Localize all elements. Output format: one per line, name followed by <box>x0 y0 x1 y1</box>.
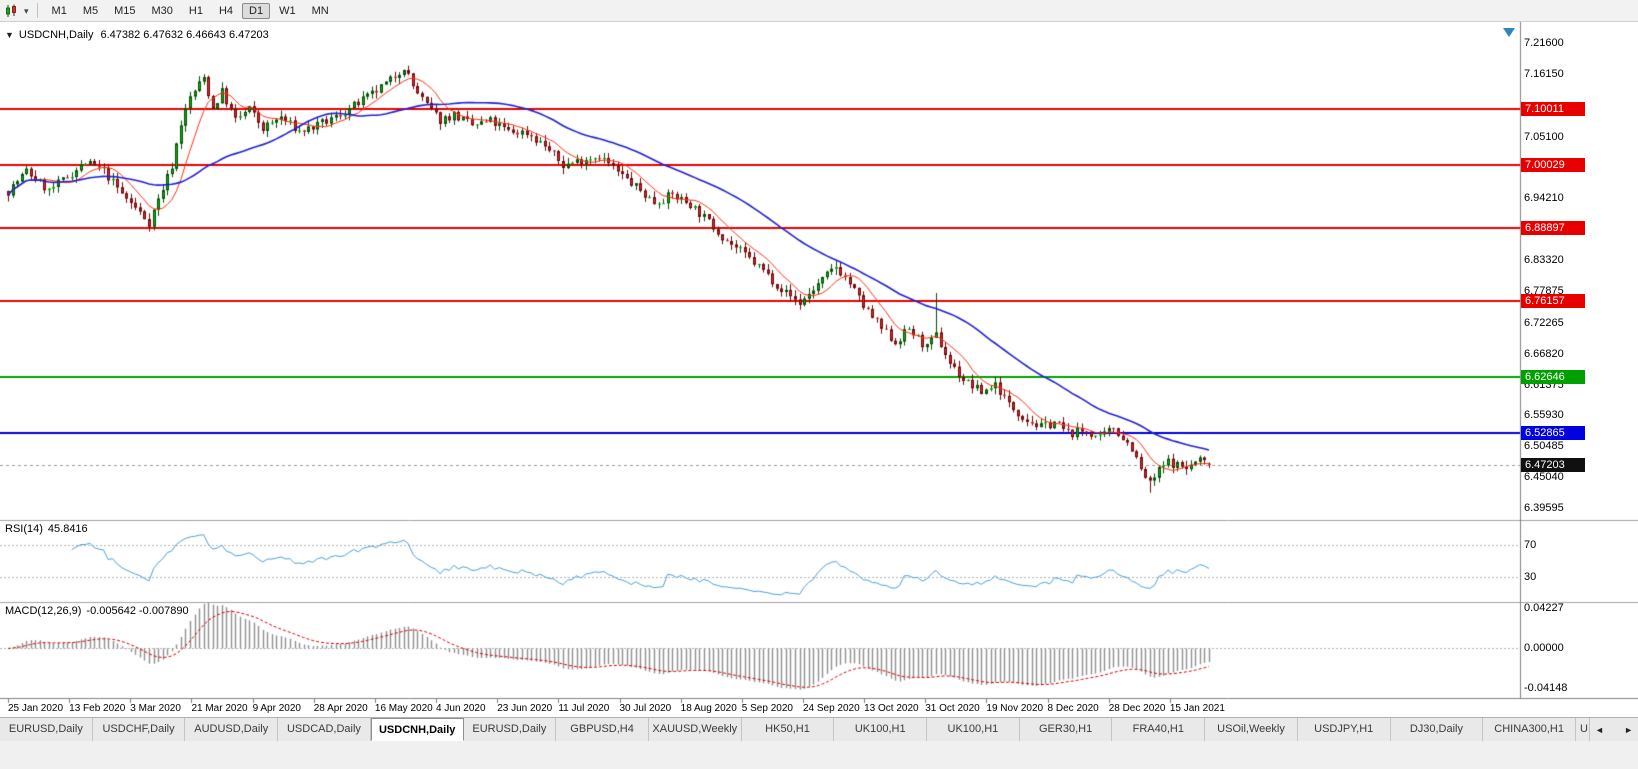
chart-tabs: EURUSD,Daily USDCHF,Daily AUDUSD,Daily USDC… <box>0 718 1590 741</box>
chart-tab-usdcad-daily[interactable]: USDCAD,Daily <box>278 718 371 741</box>
date-axis-label: 28 Dec 2020 <box>1108 703 1166 714</box>
rsi-name: RSI(14) <box>5 523 43 535</box>
date-axis-label: 5 Sep 2020 <box>741 703 793 714</box>
timeframe-bar: M1 M5 M15 M30 H1 H4 D1 W1 MN <box>44 2 337 19</box>
date-axis-label: 21 Mar 2020 <box>191 703 248 714</box>
date-axis-label: 11 Jul 2020 <box>558 703 610 714</box>
date-axis-label: 18 Aug 2020 <box>680 703 737 714</box>
price-axis-tick: 6.66820 <box>1524 347 1564 360</box>
chart-tab-hk50-h1[interactable]: HK50,H1 <box>742 718 835 741</box>
chart-tab-usdchf-daily[interactable]: USDCHF,Daily <box>93 718 186 741</box>
tab-scroll-controls: ◄ ► <box>1590 718 1638 741</box>
price-axis-tick: 6.55930 <box>1524 409 1564 422</box>
chart-ohlc-values: 6.47382 6.47632 6.46643 6.47203 <box>100 29 269 41</box>
timeframe-button-m1[interactable]: M1 <box>51 4 67 17</box>
toolbar: ▾ M1 M5 M15 M30 H1 H4 D1 W1 MN <box>0 0 1638 22</box>
date-axis-label: 28 Apr 2020 <box>313 703 368 714</box>
chart-area: ▼ USDCNH,Daily 6.47382 6.47632 6.46643 6.4… <box>0 22 1638 717</box>
timeframe-button-m30[interactable]: M30 <box>151 4 173 17</box>
chart-tab-usoil-weekly[interactable]: USOil,Weekly <box>1205 718 1298 741</box>
price-chart-canvas[interactable] <box>0 22 1638 717</box>
chart-tab-bar: EURUSD,Daily USDCHF,Daily AUDUSD,Daily USDC… <box>0 717 1638 741</box>
date-axis-label: 13 Feb 2020 <box>69 703 126 714</box>
price-axis-tick: 6.94210 <box>1524 192 1564 205</box>
rsi-level-label: 30 <box>1524 571 1537 583</box>
chart-tab-ger30-h1[interactable]: GER30,H1 <box>1020 718 1113 741</box>
date-axis-label: 30 Jul 2020 <box>619 703 672 714</box>
macd-indicator-label: MACD(12,26,9) -0.005642 -0.007890 <box>5 605 194 617</box>
one-click-trading-arrow[interactable]: ▼ <box>5 30 14 40</box>
date-axis-label: 15 Jan 2021 <box>1169 703 1225 714</box>
timeframe-button-mn[interactable]: MN <box>311 4 329 17</box>
timeframe-button-m15[interactable]: M15 <box>114 4 136 17</box>
macd-name: MACD(12,26,9) <box>5 605 82 617</box>
price-axis-tick: 6.45040 <box>1524 471 1564 484</box>
price-axis-tick: 7.05100 <box>1524 130 1564 143</box>
macd-axis-label: 0.00000 <box>1524 642 1564 655</box>
chart-tab-gbpusd-h4[interactable]: GBPUSD,H4 <box>556 718 649 741</box>
price-axis-tick: 6.50485 <box>1524 440 1564 453</box>
date-axis-label: 23 Jun 2020 <box>497 703 553 714</box>
timeframe-button-d1[interactable]: D1 <box>242 2 271 19</box>
chart-tab-xauusd-weekly[interactable]: XAUUSD,Weekly <box>649 718 742 741</box>
hline-price-badge: 6.52865 <box>1521 425 1585 440</box>
chart-tab-usdcnh-daily[interactable]: USDCNH,Daily <box>370 718 464 741</box>
chart-tab-eurusd-daily[interactable]: EURUSD,Daily <box>464 718 557 741</box>
hline-price-badge: 6.76157 <box>1521 293 1585 308</box>
chart-type-controls: ▾ <box>5 4 31 18</box>
date-axis-label: 19 Nov 2020 <box>986 703 1044 714</box>
hline-price-badge: 7.10011 <box>1521 101 1585 116</box>
price-axis-tick: 6.39595 <box>1524 502 1564 515</box>
date-axis-label: 4 Jun 2020 <box>436 703 486 714</box>
hline-price-badge: 6.62646 <box>1521 370 1585 385</box>
chart-tab-eurusd-daily[interactable]: EURUSD,Daily <box>0 718 93 741</box>
rsi-indicator-label: RSI(14) 45.8416 <box>5 523 93 535</box>
price-axis-tick: 6.83320 <box>1524 254 1564 267</box>
price-axis-tick: 7.21600 <box>1524 36 1564 49</box>
macd-axis-label: -0.04148 <box>1524 682 1568 694</box>
chart-tab-usdjpy-h1[interactable]: USDJPY,H1 <box>1298 718 1391 741</box>
current-price-badge: 6.47203 <box>1521 457 1585 472</box>
chart-tab-uk100-h1[interactable]: UK100,H1 <box>927 718 1020 741</box>
date-axis-label: 16 May 2020 <box>374 703 433 714</box>
chart-tab-fra40-h1[interactable]: FRA40,H1 <box>1112 718 1206 741</box>
macd-values: -0.005642 -0.007890 <box>86 605 189 617</box>
chart-tab-china300-h1[interactable]: CHINA300,H1 <box>1483 718 1576 741</box>
date-axis-label: 31 Oct 2020 <box>925 703 980 714</box>
timeframe-button-w1[interactable]: W1 <box>279 4 296 17</box>
date-axis-label: 13 Oct 2020 <box>864 703 919 714</box>
chart-tab-uk100-h1[interactable]: UK100,H1 <box>834 718 928 741</box>
rsi-level-label: 70 <box>1524 539 1537 551</box>
window-bottom-strip <box>0 741 1638 769</box>
chart-header: ▼ USDCNH,Daily 6.47382 6.47632 6.46643 6.4… <box>5 29 269 41</box>
date-axis-label: 3 Mar 2020 <box>130 703 181 714</box>
rsi-value: 45.8416 <box>47 523 88 535</box>
candlestick-chart-icon[interactable] <box>5 4 20 18</box>
macd-axis-label: 0.04227 <box>1524 602 1564 614</box>
timeframe-button-h1[interactable]: H1 <box>188 4 203 17</box>
date-axis-label: 24 Sep 2020 <box>802 703 860 714</box>
price-axis-tick: 7.16150 <box>1524 67 1564 80</box>
tabs-scroll-right-icon[interactable]: ► <box>1624 724 1633 735</box>
timeframe-button-m5[interactable]: M5 <box>82 4 99 17</box>
date-axis-label: 9 Apr 2020 <box>252 703 301 714</box>
chart-tab-u[interactable]: U <box>1576 718 1590 741</box>
price-axis-tick: 6.72265 <box>1524 316 1564 329</box>
timeframe-button-h4[interactable]: H4 <box>218 4 234 17</box>
hline-price-badge: 6.88897 <box>1521 221 1585 236</box>
hline-price-badge: 7.00029 <box>1521 158 1585 173</box>
tabs-scroll-left-icon[interactable]: ◄ <box>1595 724 1604 735</box>
chart-type-dropdown-caret[interactable]: ▾ <box>24 5 29 16</box>
chart-shift-marker[interactable] <box>1503 28 1515 37</box>
chart-symbol-title: USDCNH,Daily <box>18 29 94 41</box>
date-axis-label: 8 Dec 2020 <box>1047 703 1099 714</box>
chart-tab-audusd-daily[interactable]: AUDUSD,Daily <box>185 718 279 741</box>
date-axis-label: 25 Jan 2020 <box>8 703 64 714</box>
toolbar-separator <box>36 3 38 18</box>
chart-tab-dj30-daily[interactable]: DJ30,Daily <box>1391 718 1484 741</box>
